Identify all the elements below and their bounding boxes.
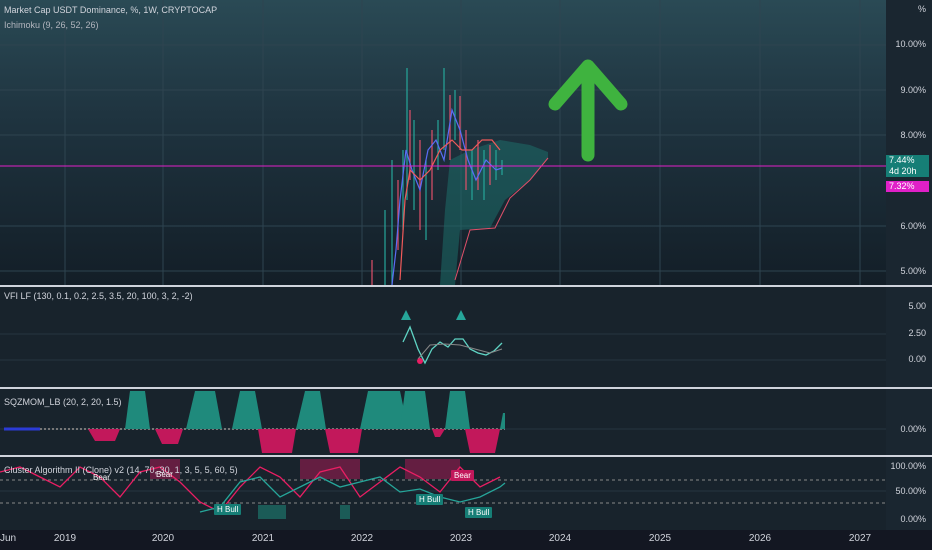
candles [371, 68, 503, 285]
main-chart-svg [0, 0, 886, 285]
vfi-svg [0, 310, 886, 365]
ytick: 6.00% [900, 221, 926, 231]
vfi-signal-line [417, 343, 503, 360]
sqzmom-axis[interactable]: 0.00% [886, 389, 932, 455]
sqzmom-legend[interactable]: SQZMOM_LB (20, 2, 20, 1.5) [4, 397, 122, 407]
pane-separator[interactable] [0, 387, 932, 389]
h-bull-signal-tag: H Bull [465, 507, 493, 518]
xtick: 2024 [548, 533, 572, 544]
sqzmom-pane[interactable]: SQZMOM_LB (20, 2, 20, 1.5) [0, 389, 886, 455]
bear-signal-tag: Bear [156, 470, 173, 479]
kijun-line [399, 139, 501, 281]
xtick: 2021 [251, 533, 275, 544]
cluster-pane[interactable]: Cluster Algorithm II (Clone) v2 (14, 70,… [0, 457, 886, 530]
ytick: 50.00% [895, 486, 926, 496]
countdown-label: 4d 20h [886, 166, 929, 177]
ytick: 5.00 [908, 301, 926, 311]
cluster-line-teal [199, 476, 506, 513]
sqzmom-svg [0, 391, 886, 453]
xtick: 2023 [449, 533, 473, 544]
xtick: 2019 [53, 533, 77, 544]
cluster-svg [0, 459, 886, 519]
pane-separator[interactable] [0, 455, 932, 457]
ytick: 10.00% [895, 39, 926, 49]
ytick: 0.00% [900, 514, 926, 524]
cluster-axis[interactable]: 100.00% 50.00% 0.00% [886, 457, 932, 530]
up-arrow-icon [548, 59, 628, 162]
ytick: 0.00 [908, 354, 926, 364]
oversold-zones [258, 505, 350, 519]
pane-separator[interactable] [0, 285, 932, 287]
main-price-axis[interactable]: % 10.00% 9.00% 8.00% 6.00% 5.00% [886, 0, 932, 285]
momentum-negative [88, 429, 500, 453]
time-axis[interactable] [0, 530, 932, 550]
main-chart-pane[interactable]: Market Cap USDT Dominance, %, 1W, CRYPTO… [0, 0, 886, 285]
bear-signal-tag: Bear [451, 470, 474, 481]
vfi-dot [417, 358, 423, 364]
xtick: 2026 [748, 533, 772, 544]
ytick: 0.00% [900, 424, 926, 434]
triangle-up-icon [401, 310, 411, 320]
cloud-lower-edge [454, 157, 549, 281]
h-bull-signal-tag: H Bull [214, 504, 242, 515]
vfi-pane[interactable]: VFI LF (130, 0.1, 0.2, 2.5, 3.5, 20, 100… [0, 287, 886, 387]
xtick: 2022 [350, 533, 374, 544]
bear-signal-tag: Bear [93, 473, 110, 482]
ytick: 9.00% [900, 85, 926, 95]
chart-title[interactable]: Market Cap USDT Dominance, %, 1W, CRYPTO… [4, 5, 218, 15]
xtick: 2025 [648, 533, 672, 544]
ytick: 100.00% [890, 461, 926, 471]
xtick: Jun [0, 533, 17, 544]
ytick: 2.50 [908, 328, 926, 338]
cluster-legend[interactable]: Cluster Algorithm II (Clone) v2 (14, 70,… [4, 465, 238, 475]
price-label: 7.44% [886, 155, 929, 166]
ichimoku-cloud [440, 140, 548, 285]
vfi-line [402, 325, 503, 365]
vfi-legend[interactable]: VFI LF (130, 0.1, 0.2, 2.5, 3.5, 20, 100… [4, 291, 193, 301]
vfi-axis[interactable]: 5.00 2.50 0.00 [886, 287, 932, 387]
xtick: 2020 [151, 533, 175, 544]
cluster-line-pink [0, 466, 501, 513]
h-bull-signal-tag: H Bull [416, 494, 444, 505]
unit-label: % [917, 4, 926, 14]
ytick: 8.00% [900, 130, 926, 140]
momentum-positive [125, 391, 505, 429]
ytick: 5.00% [900, 266, 926, 276]
xtick: 2027 [848, 533, 872, 544]
triangle-up-icon [456, 310, 466, 320]
horizontal-line-label: 7.32% [886, 181, 929, 192]
ichimoku-legend[interactable]: Ichimoku (9, 26, 52, 26) [4, 20, 99, 30]
